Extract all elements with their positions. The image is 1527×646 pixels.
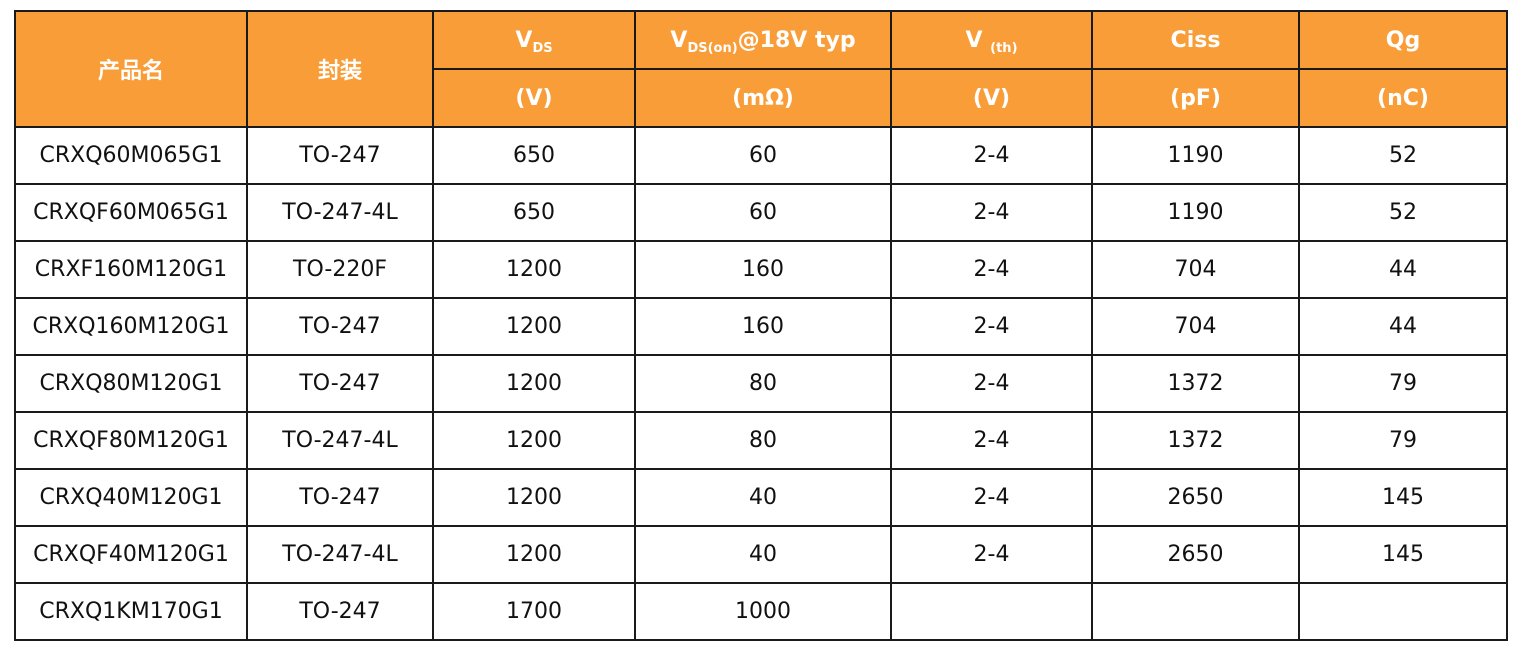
unit-vth: (V) — [890, 68, 1093, 128]
cell-vth — [890, 582, 1093, 641]
cell-rds-on: 1000 — [634, 582, 892, 641]
cell-rds-on: 80 — [634, 411, 892, 470]
table-row: CRXQF60M065G1 TO-247-4L 650 60 2-4 1190 … — [14, 183, 1508, 242]
cell-qg: 52 — [1298, 126, 1508, 185]
cell-vds: 650 — [432, 126, 636, 185]
table-row: CRXQ60M065G1 TO-247 650 60 2-4 1190 52 — [14, 126, 1508, 185]
cell-package: TO-247 — [246, 126, 434, 185]
table-row: CRXQ80M120G1 TO-247 1200 80 2-4 1372 79 — [14, 354, 1508, 413]
cell-qg: 79 — [1298, 411, 1508, 470]
cell-package: TO-247-4L — [246, 411, 434, 470]
cell-product: CRXF160M120G1 — [14, 240, 248, 299]
cell-vth: 2-4 — [890, 183, 1093, 242]
cell-vds: 1200 — [432, 411, 636, 470]
cell-rds-on: 80 — [634, 354, 892, 413]
header-product-name: 产品名 — [14, 10, 248, 128]
header-vth: V (th) — [890, 10, 1093, 70]
header-rds-on: VDS(on)@18V typ — [634, 10, 892, 70]
header-vth-sub: (th) — [990, 40, 1018, 56]
table-row: CRXF160M120G1 TO-220F 1200 160 2-4 704 4… — [14, 240, 1508, 299]
table-row: CRXQF40M120G1 TO-247-4L 1200 40 2-4 2650… — [14, 525, 1508, 584]
header-vth-main: V — [965, 27, 991, 53]
header-vds-main: V — [515, 27, 533, 53]
header-vds: VDS — [432, 10, 636, 70]
cell-package: TO-247-4L — [246, 183, 434, 242]
cell-vds: 1200 — [432, 297, 636, 356]
table-row: CRXQ1KM170G1 TO-247 1700 1000 — [14, 582, 1508, 641]
cell-rds-on: 60 — [634, 183, 892, 242]
cell-vds: 1200 — [432, 525, 636, 584]
cell-product: CRXQ40M120G1 — [14, 468, 248, 527]
unit-qg: (nC) — [1298, 68, 1508, 128]
cell-product: CRXQF40M120G1 — [14, 525, 248, 584]
cell-qg: 52 — [1298, 183, 1508, 242]
header-qg: Qg — [1298, 10, 1508, 70]
header-rds-main: V — [670, 27, 688, 53]
header-row-units: (V) (mΩ) (V) (pF) (nC) — [15, 68, 1508, 128]
unit-rds-on: (mΩ) — [634, 68, 892, 128]
cell-rds-on: 160 — [634, 297, 892, 356]
unit-ciss: (pF) — [1091, 68, 1300, 128]
cell-rds-on: 40 — [634, 525, 892, 584]
cell-vds: 1200 — [432, 468, 636, 527]
cell-package: TO-247 — [246, 354, 434, 413]
cell-vds: 650 — [432, 183, 636, 242]
cell-vth: 2-4 — [890, 354, 1093, 413]
cell-vth: 2-4 — [890, 468, 1093, 527]
cell-ciss: 1372 — [1091, 354, 1300, 413]
cell-ciss: 2650 — [1091, 468, 1300, 527]
cell-rds-on: 160 — [634, 240, 892, 299]
cell-package: TO-220F — [246, 240, 434, 299]
cell-rds-on: 40 — [634, 468, 892, 527]
cell-ciss: 1190 — [1091, 183, 1300, 242]
header-rds-suffix: @18V typ — [737, 27, 856, 53]
cell-qg — [1298, 582, 1508, 641]
cell-qg: 145 — [1298, 468, 1508, 527]
cell-vds: 1200 — [432, 240, 636, 299]
cell-vds: 1200 — [432, 354, 636, 413]
cell-vth: 2-4 — [890, 126, 1093, 185]
cell-qg: 145 — [1298, 525, 1508, 584]
unit-vds: (V) — [432, 68, 636, 128]
cell-ciss: 1372 — [1091, 411, 1300, 470]
header-vds-sub: DS — [532, 40, 553, 56]
cell-package: TO-247-4L — [246, 525, 434, 584]
cell-ciss — [1091, 582, 1300, 641]
header-ciss: Ciss — [1091, 10, 1300, 70]
cell-qg: 44 — [1298, 297, 1508, 356]
cell-ciss: 2650 — [1091, 525, 1300, 584]
cell-product: CRXQ1KM170G1 — [14, 582, 248, 641]
cell-package: TO-247 — [246, 297, 434, 356]
header-rds-sub: DS(on) — [687, 40, 738, 56]
cell-vth: 2-4 — [890, 525, 1093, 584]
table-row: CRXQ40M120G1 TO-247 1200 40 2-4 2650 145 — [14, 468, 1508, 527]
cell-vth: 2-4 — [890, 297, 1093, 356]
cell-product: CRXQ60M065G1 — [14, 126, 248, 185]
cell-ciss: 704 — [1091, 297, 1300, 356]
cell-qg: 79 — [1298, 354, 1508, 413]
cell-product: CRXQ160M120G1 — [14, 297, 248, 356]
cell-product: CRXQF80M120G1 — [14, 411, 248, 470]
cell-product: CRXQ80M120G1 — [14, 354, 248, 413]
cell-package: TO-247 — [246, 582, 434, 641]
header-row-top: 产品名 封装 VDS VDS(on)@18V typ V (th) Ciss Q… — [14, 10, 1508, 128]
cell-vth: 2-4 — [890, 240, 1093, 299]
cell-vds: 1700 — [432, 582, 636, 641]
table-row: CRXQ160M120G1 TO-247 1200 160 2-4 704 44 — [14, 297, 1508, 356]
cell-product: CRXQF60M065G1 — [14, 183, 248, 242]
cell-vth: 2-4 — [890, 411, 1093, 470]
cell-package: TO-247 — [246, 468, 434, 527]
cell-ciss: 1190 — [1091, 126, 1300, 185]
header-package: 封装 — [246, 10, 434, 128]
table-row: CRXQF80M120G1 TO-247-4L 1200 80 2-4 1372… — [14, 411, 1508, 470]
cell-qg: 44 — [1298, 240, 1508, 299]
cell-ciss: 704 — [1091, 240, 1300, 299]
cell-rds-on: 60 — [634, 126, 892, 185]
product-spec-table: 产品名 封装 VDS VDS(on)@18V typ V (th) Ciss Q… — [14, 10, 1508, 641]
